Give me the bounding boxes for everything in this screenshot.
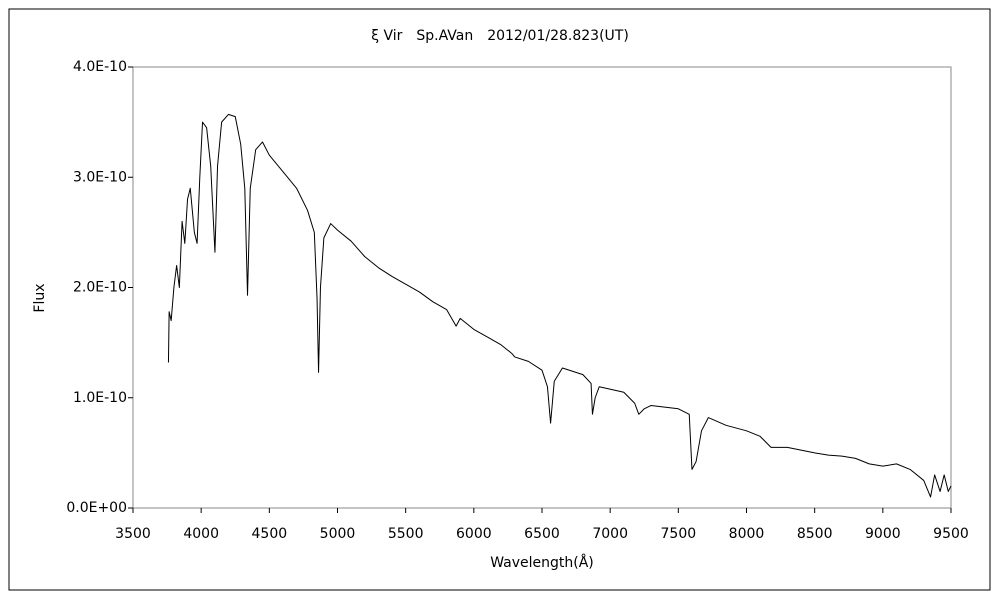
x-tick-label: 8000 (729, 526, 765, 542)
x-tick-label: 6500 (524, 526, 560, 542)
x-tick-label: 7000 (592, 526, 628, 542)
x-tick-label: 4000 (183, 526, 219, 542)
y-tick-label: 1.0E-10 (73, 390, 127, 406)
x-tick-label: 9500 (933, 526, 969, 542)
x-tick-label: 3500 (115, 526, 151, 542)
x-tick-label: 5000 (320, 526, 356, 542)
x-tick-label: 8500 (797, 526, 833, 542)
x-tick-label: 9000 (865, 526, 901, 542)
x-tick-label: 7500 (661, 526, 697, 542)
chart-title: ξ Vir Sp.AVan 2012/01/28.823(UT) (371, 28, 629, 44)
spectrum-line (167, 113, 952, 498)
y-tick-label: 4.0E-10 (73, 59, 127, 75)
y-tick-label: 3.0E-10 (73, 169, 127, 185)
y-tick-label: 0.0E+00 (66, 500, 127, 516)
x-tick-label: 6000 (456, 526, 492, 542)
x-tick-label: 5500 (388, 526, 424, 542)
chart-frame (8, 8, 991, 591)
y-axis-label: Flux (32, 283, 48, 312)
x-axis-label: Wavelength(Å) (490, 554, 594, 571)
x-tick-label: 4500 (252, 526, 288, 542)
y-tick-label: 2.0E-10 (73, 280, 127, 296)
